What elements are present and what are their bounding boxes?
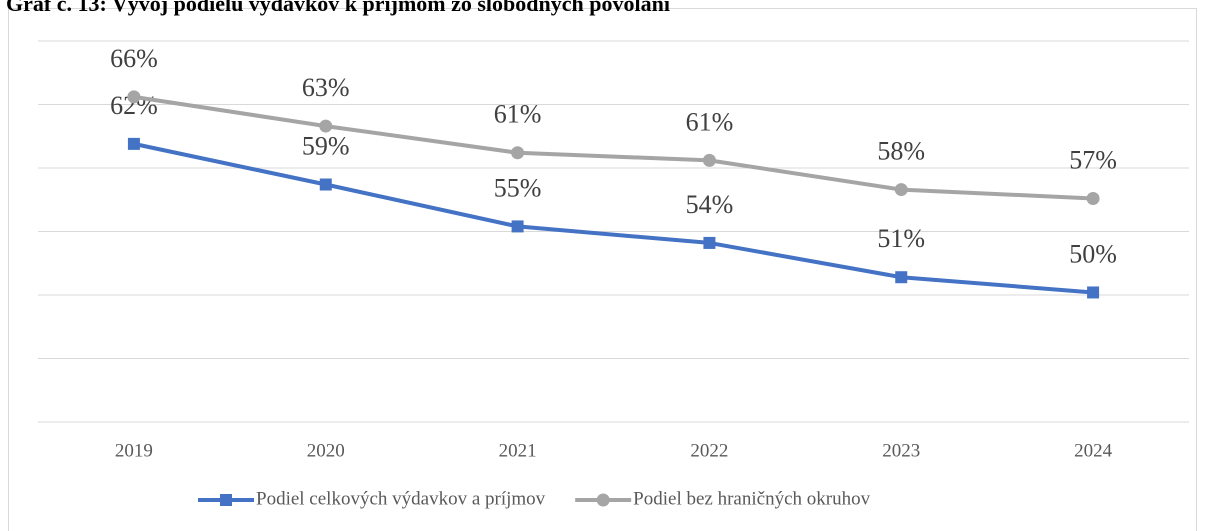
marker <box>319 178 332 191</box>
marker <box>703 236 716 249</box>
data-label: 54% <box>686 190 734 219</box>
chart-border <box>8 8 1197 531</box>
legend-label: Podiel bez hraničných okruhov <box>633 488 870 509</box>
marker <box>702 153 716 167</box>
data-label: 51% <box>877 224 925 253</box>
legend-label: Podiel celkových výdavkov a príjmov <box>256 488 546 509</box>
data-label: 55% <box>494 173 542 202</box>
marker <box>511 146 525 160</box>
data-label: 57% <box>1069 145 1117 174</box>
marker <box>1087 286 1100 299</box>
x-tick-label: 2023 <box>882 440 920 461</box>
marker <box>894 183 908 197</box>
marker <box>319 119 333 133</box>
data-label: 66% <box>110 44 158 73</box>
data-label: 50% <box>1069 239 1117 268</box>
legend-marker <box>596 493 610 507</box>
x-tick-label: 2024 <box>1074 440 1113 461</box>
line <box>133 94 1094 201</box>
marker <box>895 271 908 284</box>
data-label: 61% <box>686 107 734 136</box>
x-tick-label: 2022 <box>690 440 728 461</box>
marker <box>127 137 140 150</box>
line <box>133 141 1094 295</box>
x-tick-label: 2021 <box>499 440 537 461</box>
marker <box>511 220 524 233</box>
x-tick-label: 2020 <box>307 440 345 461</box>
legend-marker <box>220 494 232 506</box>
data-label: 59% <box>302 131 350 160</box>
marker <box>1086 191 1100 205</box>
data-label: 63% <box>302 73 350 102</box>
chart-title: Graf č. 13: Vývoj podielu výdavkov k prí… <box>6 0 671 16</box>
marker <box>127 90 141 104</box>
data-label: 58% <box>877 137 925 166</box>
x-tick-label: 2019 <box>115 440 153 461</box>
data-label: 61% <box>494 100 542 129</box>
